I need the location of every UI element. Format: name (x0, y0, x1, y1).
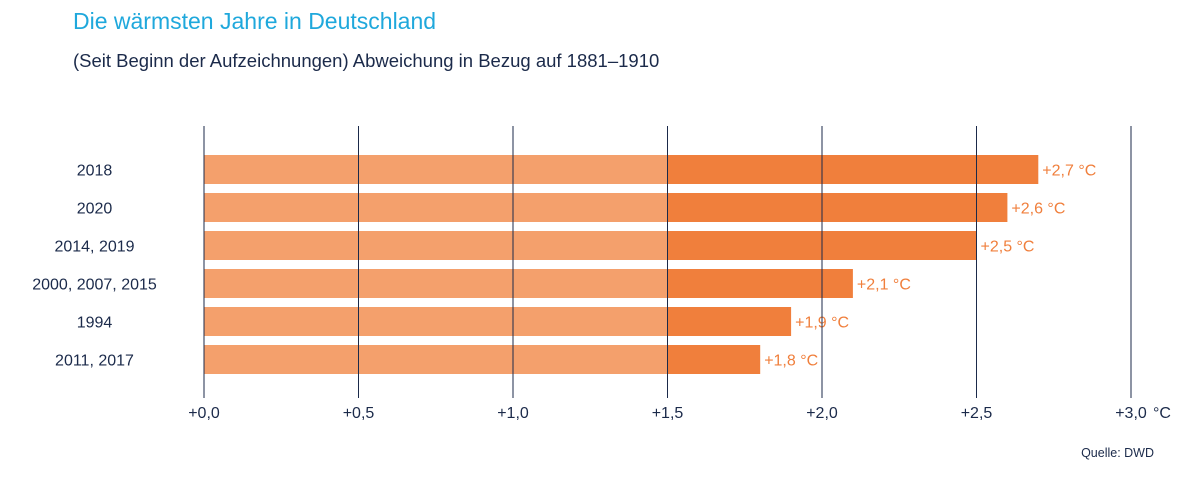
source-note: Quelle: DWD (1081, 446, 1154, 460)
bar-excess (667, 307, 792, 336)
bar-excess (667, 155, 1039, 184)
bar-value-label: +1,8 °C (764, 353, 818, 370)
category-label: 2020 (77, 201, 113, 218)
bar-base (204, 345, 668, 374)
x-tick-label: +1,0 (497, 405, 529, 422)
category-label: 2014, 2019 (54, 239, 134, 256)
bar-base (204, 193, 668, 222)
chart-title: Die wärmsten Jahre in Deutschland (73, 8, 437, 34)
bar-excess (667, 193, 1008, 222)
x-tick-label: +2,0 (806, 405, 838, 422)
bar-value-label: +2,7 °C (1042, 163, 1096, 180)
bar-base (204, 307, 668, 336)
category-label: 1994 (77, 315, 113, 332)
bar-value-label: +2,5 °C (981, 239, 1035, 256)
x-tick-label: +1,5 (652, 405, 684, 422)
bar-excess (667, 269, 853, 298)
x-tick-label: +2,5 (961, 405, 993, 422)
bar-base (204, 269, 668, 298)
category-label: 2000, 2007, 2015 (32, 277, 157, 294)
x-tick-label: +0,5 (343, 405, 375, 422)
category-label: 2018 (77, 163, 113, 180)
bar-base (204, 155, 668, 184)
x-tick-label: +3,0 (1115, 405, 1147, 422)
bar-value-label: +2,6 °C (1011, 201, 1065, 218)
bar-value-label: +2,1 °C (857, 277, 911, 294)
bar-excess (667, 345, 761, 374)
x-axis-unit: °C (1153, 405, 1171, 422)
chart-subtitle: (Seit Beginn der Aufzeichnungen) Abweich… (73, 50, 660, 71)
x-tick-label: +0,0 (188, 405, 220, 422)
category-label: 2011, 2017 (55, 353, 134, 370)
bar-base (204, 231, 668, 260)
